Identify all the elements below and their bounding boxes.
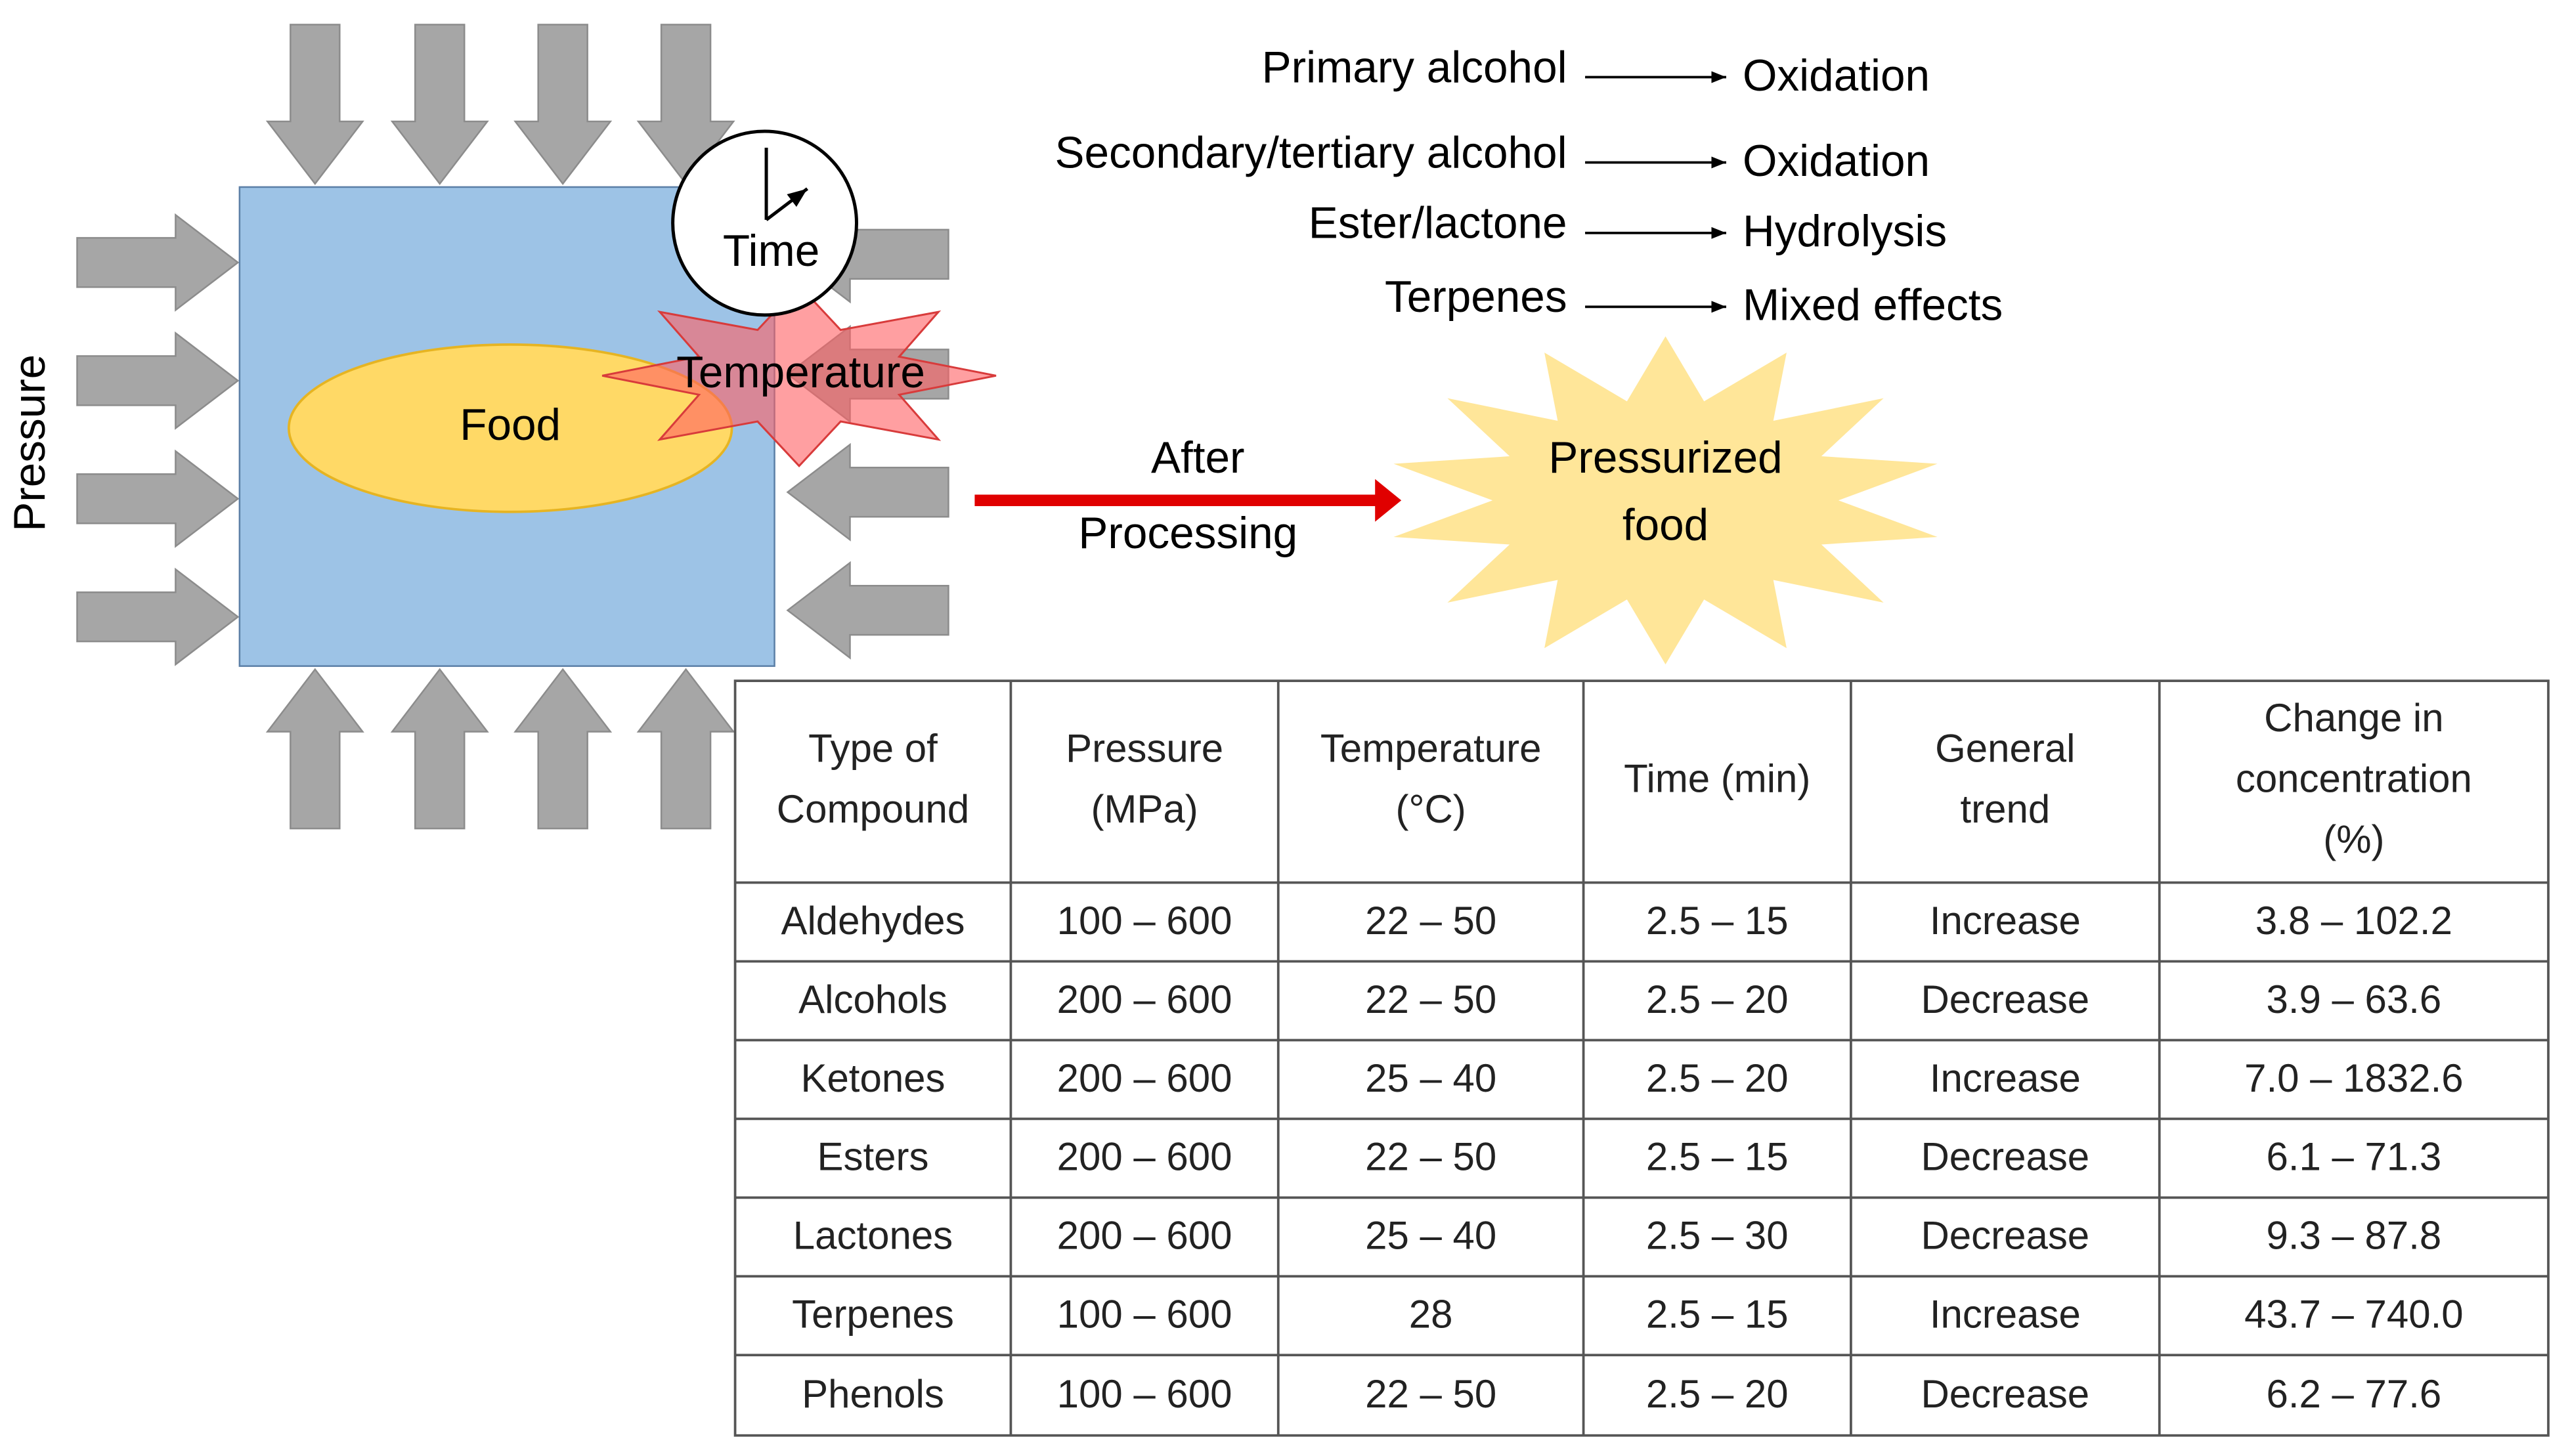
after-label: After <box>1151 433 1244 482</box>
pressure-arrow <box>513 668 613 830</box>
table-cell: Increase <box>1930 1056 2081 1100</box>
table-cell: 7.0 – 1832.6 <box>2244 1056 2463 1100</box>
table-cell: 9.3 – 87.8 <box>2266 1214 2441 1258</box>
pressure-arrow <box>76 449 240 548</box>
header-cell: Temperature <box>1320 726 1542 770</box>
table-cell: 2.5 – 15 <box>1646 1135 1789 1179</box>
pressure-arrow <box>513 24 613 186</box>
table-cell: 200 – 600 <box>1057 1135 1232 1179</box>
table-cell: 100 – 600 <box>1057 1293 1232 1337</box>
header-cell: Change in <box>2264 696 2443 740</box>
table-cell: Decrease <box>1921 1372 2090 1416</box>
header-cell: General <box>1935 726 2075 770</box>
pressure-arrow <box>390 24 489 186</box>
time-label: Time <box>723 226 819 276</box>
result-label: food <box>1622 501 1708 550</box>
table-cell: 2.5 – 15 <box>1646 1293 1789 1337</box>
temperature-star <box>601 284 997 467</box>
clock-hand <box>765 187 809 221</box>
reaction-compound: Secondary/tertiary alcohol <box>1055 128 1567 177</box>
table-cell: 100 – 600 <box>1057 899 1232 943</box>
reaction-effect: Oxidation <box>1743 137 1930 186</box>
table: Type of Compound Pressure (MPa) Temperature (… <box>733 679 2550 1437</box>
pressure-arrow <box>76 213 240 312</box>
table-cell: 25 – 40 <box>1365 1214 1496 1258</box>
reactions: Primary alcohol Oxidation Secondary/tertia… <box>1055 43 2003 330</box>
header-cell: trend <box>1960 787 2050 831</box>
reaction-compound: Terpenes <box>1385 272 1567 322</box>
reaction-compound: Primary alcohol <box>1262 43 1567 92</box>
table-cell: Decrease <box>1921 977 2090 1021</box>
table-cell: Lactones <box>793 1214 953 1258</box>
pressure-arrow <box>76 331 240 430</box>
table-cell: 2.5 – 20 <box>1646 977 1789 1021</box>
table-cell: Ketones <box>800 1056 945 1100</box>
header-cell: (MPa) <box>1091 787 1198 831</box>
pressure-arrow <box>390 668 489 830</box>
table-cell: 22 – 50 <box>1365 977 1496 1021</box>
after-label: Processing <box>1078 509 1297 558</box>
table-cell: Phenols <box>802 1372 944 1416</box>
process-arrow-head <box>1375 479 1402 522</box>
table-cell: 200 – 600 <box>1057 1214 1232 1258</box>
pressure-arrow <box>786 561 949 660</box>
header-cell: Time (min) <box>1624 757 1810 801</box>
table-cell: 200 – 600 <box>1057 977 1232 1021</box>
header-cell: Type of <box>808 726 938 770</box>
pressure-arrow <box>265 24 364 186</box>
table-cell: 28 <box>1409 1293 1453 1337</box>
header-cell: (%) <box>2323 817 2384 861</box>
food-ellipse <box>287 343 733 513</box>
pressure-arrows <box>76 24 949 830</box>
table-cell: Decrease <box>1921 1214 2090 1258</box>
reaction-effect: Oxidation <box>1743 51 1930 100</box>
table-cell: 22 – 50 <box>1365 1372 1496 1416</box>
table-cell: 22 – 50 <box>1365 1135 1496 1179</box>
table-cell: 6.1 – 71.3 <box>2266 1135 2441 1179</box>
table-cell: Terpenes <box>792 1293 954 1337</box>
table-cell: 22 – 50 <box>1365 899 1496 943</box>
header-cell: concentration <box>2236 757 2472 801</box>
table-cell: 25 – 40 <box>1365 1056 1496 1100</box>
table-cell: Increase <box>1930 1293 2081 1337</box>
reaction-compound: Ester/lactone <box>1309 199 1567 248</box>
header-cell: Pressure <box>1066 726 1223 770</box>
reaction-effect: Hydrolysis <box>1743 207 1947 256</box>
table-cell: 200 – 600 <box>1057 1056 1232 1100</box>
table-cell: Aldehydes <box>781 899 965 943</box>
table-cell: 2.5 – 15 <box>1646 899 1789 943</box>
table-cell: Esters <box>817 1135 929 1179</box>
clock <box>671 129 858 317</box>
food-label: Food <box>460 400 561 450</box>
header-cell: (°C) <box>1396 787 1466 831</box>
table-cell: 2.5 – 20 <box>1646 1372 1789 1416</box>
pressure-arrow <box>265 668 364 830</box>
temperature-label: Temperature <box>676 348 925 397</box>
pressure-arrow <box>786 442 949 542</box>
table-frame <box>733 679 2550 1437</box>
table-cell: 100 – 600 <box>1057 1372 1232 1416</box>
result-label: Pressurized <box>1548 433 1782 482</box>
result-burst <box>1393 336 1938 665</box>
table-cell: 43.7 – 740.0 <box>2244 1293 2463 1337</box>
pressure-label: Pressure <box>5 354 54 532</box>
table-cell: 2.5 – 20 <box>1646 1056 1789 1100</box>
pressure-arrow <box>76 567 240 666</box>
header-cell: Compound <box>777 787 969 831</box>
table-cell: 6.2 – 77.6 <box>2266 1372 2441 1416</box>
table-cell: 3.8 – 102.2 <box>2255 899 2452 943</box>
pressure-arrow <box>636 668 735 830</box>
table-cell: Alcohols <box>798 977 947 1021</box>
table-cell: 2.5 – 30 <box>1646 1214 1789 1258</box>
reaction-effect: Mixed effects <box>1743 281 2003 330</box>
table-cell: Increase <box>1930 899 2081 943</box>
table-cell: 3.9 – 63.6 <box>2266 977 2441 1021</box>
table-cell: Decrease <box>1921 1135 2090 1179</box>
